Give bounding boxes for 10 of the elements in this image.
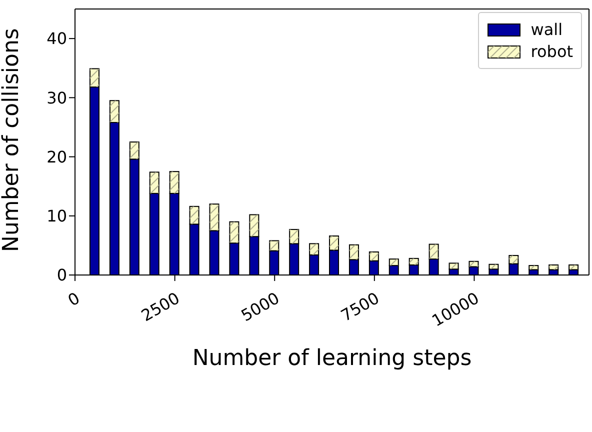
y-tick-label: 10 [46,206,67,226]
y-axis-title: Number of collisions [0,28,24,252]
y-tick-label: 20 [46,147,67,166]
legend-label: wall [530,20,563,39]
y-tick-label: 30 [46,88,67,108]
y-tick-label: 0 [56,266,67,285]
x-tick-label: 0 [64,288,83,310]
x-axis-title: Number of learning steps [192,346,472,371]
y-tick-label: 40 [46,29,67,48]
legend-label: robot [530,42,573,61]
